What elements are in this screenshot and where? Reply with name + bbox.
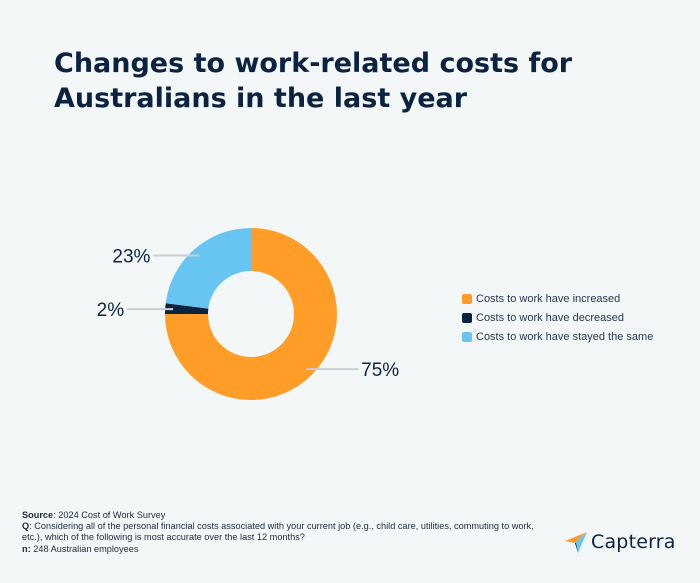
legend-item-decreased: Costs to work have decreased: [462, 308, 653, 327]
legend-item-increased: Costs to work have increased: [462, 289, 653, 308]
legend-label-same: Costs to work have stayed the same: [476, 330, 654, 343]
capterra-arrow-icon: [565, 532, 587, 553]
legend-swatch-same: [462, 331, 472, 342]
source-note: Source: 2024 Cost of Work Survey: [22, 510, 166, 520]
legend: Costs to work have increased Costs to wo…: [462, 289, 653, 346]
legend-item-same: Costs to work have stayed the same: [462, 327, 653, 346]
chart-title: Changes to work-related costs for Austra…: [54, 46, 654, 116]
capterra-logo: Capterra: [564, 530, 676, 554]
legend-swatch-increased: [462, 293, 472, 304]
slice-increased: [165, 228, 337, 400]
question-note: Q: Considering all of the personal finan…: [22, 521, 534, 543]
legend-swatch-decreased: [462, 312, 472, 323]
slice-decreased: [165, 303, 209, 314]
value-label-same: 23%: [112, 246, 150, 267]
legend-label-decreased: Costs to work have decreased: [476, 311, 624, 324]
chart-title-line-1: Changes to work-related costs for: [54, 48, 573, 79]
sample-note: n: 248 Australian employees: [22, 543, 139, 554]
capterra-wordmark: Capterra: [591, 531, 676, 553]
slice-same: [165, 228, 251, 309]
value-label-decreased: 2%: [97, 300, 125, 321]
chart-title-line-2: Australians in the last year: [54, 83, 468, 114]
chart-footer: Source: 2024 Cost of Work Survey Q: Cons…: [22, 510, 552, 555]
value-label-increased: 75%: [361, 360, 399, 381]
legend-label-increased: Costs to work have increased: [476, 292, 621, 305]
